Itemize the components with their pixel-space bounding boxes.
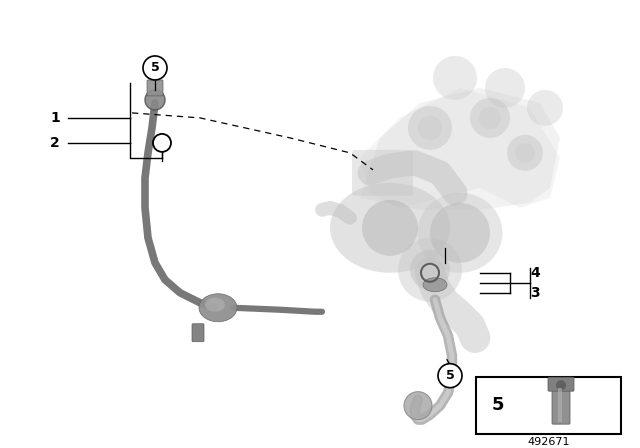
- Text: 1: 1: [50, 111, 60, 125]
- Circle shape: [404, 392, 432, 420]
- Text: 2: 2: [50, 136, 60, 150]
- Ellipse shape: [423, 278, 447, 292]
- Circle shape: [153, 134, 171, 152]
- FancyBboxPatch shape: [147, 80, 163, 96]
- Circle shape: [556, 380, 566, 390]
- Bar: [476, 377, 621, 434]
- Circle shape: [433, 56, 477, 100]
- Circle shape: [515, 143, 535, 163]
- Circle shape: [418, 116, 442, 140]
- Ellipse shape: [330, 183, 450, 273]
- Bar: [558, 388, 562, 422]
- Ellipse shape: [417, 193, 502, 273]
- Circle shape: [398, 238, 462, 302]
- Circle shape: [479, 107, 501, 129]
- Polygon shape: [360, 88, 560, 208]
- FancyBboxPatch shape: [192, 324, 204, 342]
- Ellipse shape: [205, 298, 225, 312]
- Text: 5: 5: [150, 61, 159, 74]
- Text: 492671: 492671: [527, 437, 570, 447]
- Circle shape: [485, 68, 525, 108]
- Text: 5: 5: [445, 369, 454, 382]
- Circle shape: [145, 90, 165, 110]
- Circle shape: [410, 250, 450, 290]
- Circle shape: [362, 200, 418, 256]
- Ellipse shape: [199, 294, 237, 322]
- Polygon shape: [360, 88, 560, 210]
- FancyBboxPatch shape: [552, 386, 570, 424]
- Text: 3: 3: [530, 286, 540, 300]
- FancyBboxPatch shape: [548, 377, 574, 391]
- Circle shape: [438, 364, 462, 388]
- FancyBboxPatch shape: [352, 150, 413, 196]
- Circle shape: [507, 135, 543, 171]
- Circle shape: [527, 90, 563, 126]
- Text: 4: 4: [530, 266, 540, 280]
- Circle shape: [470, 98, 510, 138]
- Circle shape: [430, 203, 490, 263]
- Circle shape: [408, 106, 452, 150]
- Circle shape: [143, 56, 167, 80]
- Text: 5: 5: [492, 396, 504, 414]
